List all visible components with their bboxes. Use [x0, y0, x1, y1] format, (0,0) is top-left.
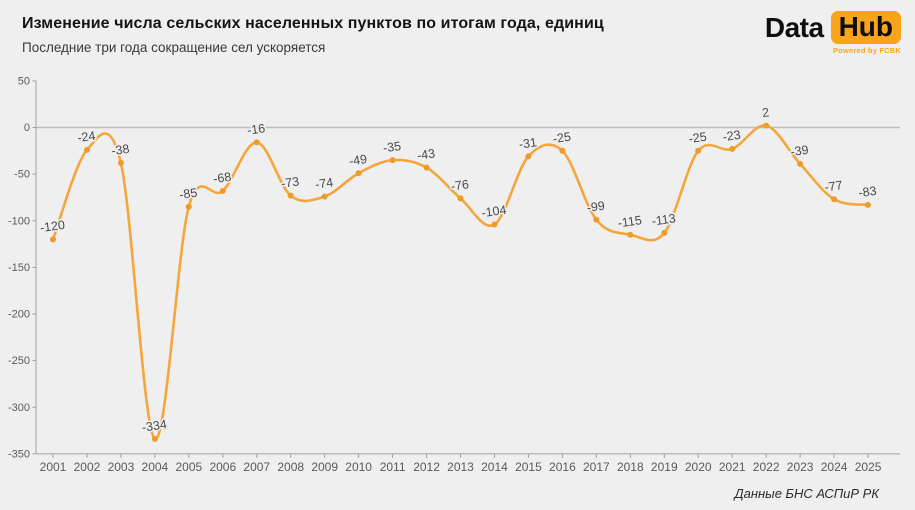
chart-title: Изменение числа сельских населенных пунк… [22, 15, 604, 32]
data-point-marker [287, 192, 294, 199]
x-tick-label: 2009 [311, 460, 338, 474]
x-tick-label: 2021 [719, 460, 746, 474]
y-tick-label: -150 [8, 262, 30, 274]
x-tick-label: 2016 [549, 460, 576, 474]
y-tick-label: -200 [8, 309, 30, 321]
data-point-label: -104 [481, 203, 508, 220]
x-tick-label: 2011 [380, 460, 406, 474]
x-tick-label: 2008 [277, 460, 304, 474]
data-point-label: -49 [348, 152, 368, 168]
data-point-label: -24 [76, 129, 96, 145]
data-point-marker [661, 229, 668, 236]
data-point-marker [355, 170, 362, 177]
x-tick-label: 2017 [583, 460, 610, 474]
data-point-marker [389, 157, 396, 164]
data-point-label: -334 [141, 417, 168, 434]
data-point-label: -38 [110, 142, 130, 158]
x-tick-label: 2025 [855, 460, 882, 474]
data-point-marker [695, 147, 702, 154]
x-tick-label: 2013 [447, 460, 474, 474]
x-tick-label: 2012 [413, 460, 440, 474]
data-point-marker [525, 153, 532, 160]
data-point-label: -85 [178, 186, 198, 202]
data-point-marker [593, 216, 600, 223]
y-tick-label: -50 [14, 169, 30, 181]
data-point-marker [321, 193, 328, 200]
x-tick-label: 2022 [753, 460, 780, 474]
x-tick-label: 2003 [108, 460, 135, 474]
data-point-label: -35 [382, 139, 402, 155]
data-point-label: -23 [722, 128, 742, 144]
x-tick-label: 2005 [175, 460, 202, 474]
x-tick-label: 2010 [345, 460, 372, 474]
trend-line [51, 124, 870, 441]
data-point-label: -68 [212, 170, 232, 186]
y-tick-label: 0 [24, 122, 30, 134]
data-point-label: -115 [617, 213, 643, 230]
data-point-label: -25 [688, 130, 708, 146]
data-point-marker [84, 146, 90, 153]
data-point-marker [117, 159, 124, 166]
data-point-marker [185, 203, 192, 210]
logo-text-hub: Hub [830, 11, 901, 45]
data-point-marker [151, 436, 158, 442]
data-point-marker [423, 164, 430, 171]
x-tick-label: 2020 [685, 460, 712, 474]
y-tick-label: -300 [8, 402, 30, 414]
data-point-label: -25 [552, 130, 572, 146]
data-point-marker [865, 201, 871, 208]
data-point-marker [559, 147, 566, 154]
data-point-label: -99 [586, 199, 606, 215]
y-tick-label: -100 [8, 215, 30, 227]
data-point-marker [627, 231, 634, 238]
y-tick-label: -350 [8, 448, 30, 460]
chart-header: Изменение числа сельских населенных пунк… [22, 15, 604, 55]
data-point-marker [729, 145, 736, 152]
y-tick-label: 50 [18, 75, 30, 87]
data-point-label: -39 [790, 143, 810, 159]
datahub-logo: Data Hub Powered by FCBK [765, 11, 901, 55]
data-point-label: -31 [518, 135, 538, 151]
data-point-label: -83 [858, 184, 878, 200]
y-tick-label: -250 [8, 355, 30, 367]
data-point-label: -76 [450, 177, 470, 193]
x-tick-label: 2002 [74, 460, 101, 474]
chart-subtitle: Последние три года сокращение сел ускоря… [22, 40, 326, 55]
data-point-marker [797, 160, 804, 167]
data-point-label: -120 [39, 218, 66, 235]
x-tick-label: 2024 [821, 460, 848, 474]
data-point-marker [491, 221, 498, 228]
x-tick-label: 2014 [481, 460, 508, 474]
x-tick-label: 2007 [243, 460, 270, 474]
logo-tagline: Powered by FCBK [832, 46, 901, 56]
data-point-label: -43 [416, 146, 436, 162]
x-tick-label: 2019 [651, 460, 678, 474]
data-point-marker [50, 236, 56, 243]
data-point-marker [219, 187, 226, 194]
data-point-marker [763, 122, 770, 129]
x-tick-label: 2018 [617, 460, 644, 474]
x-tick-label: 2004 [142, 460, 169, 474]
data-point-label: -77 [824, 178, 844, 194]
x-tick-label: 2023 [787, 460, 814, 474]
data-source-note: Данные БНС АСПиР РК [734, 486, 879, 501]
data-point-marker [457, 195, 464, 202]
data-point-label: -73 [280, 174, 300, 190]
data-point-marker [831, 196, 838, 203]
logo-text-data: Data [764, 11, 824, 43]
x-tick-label: 2006 [209, 460, 236, 474]
data-point-label: -74 [314, 175, 334, 191]
data-point-label: 2 [761, 105, 770, 120]
datahub-logo-row: Data Hub [764, 11, 901, 45]
data-point-marker [253, 139, 260, 146]
data-point-label: -16 [246, 121, 266, 137]
x-tick-label: 2015 [515, 460, 542, 474]
data-point-label: -113 [651, 211, 677, 228]
x-tick-label: 2001 [40, 460, 67, 474]
